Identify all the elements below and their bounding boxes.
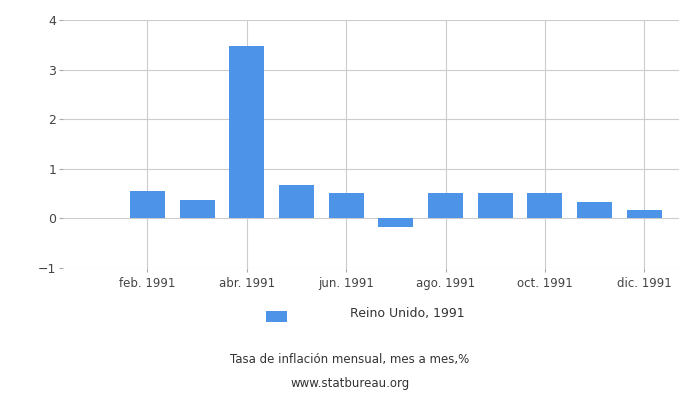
Bar — [329, 193, 363, 218]
Bar — [478, 193, 512, 218]
Text: Reino Unido, 1991: Reino Unido, 1991 — [350, 308, 465, 320]
Text: Tasa de inflación mensual, mes a mes,%: Tasa de inflación mensual, mes a mes,% — [230, 354, 470, 366]
Bar — [130, 191, 164, 218]
Bar — [626, 210, 662, 218]
Bar — [428, 193, 463, 218]
Text: www.statbureau.org: www.statbureau.org — [290, 378, 410, 390]
Bar — [230, 46, 264, 218]
Bar — [279, 185, 314, 218]
Bar — [180, 200, 214, 218]
Bar — [379, 218, 413, 227]
Bar — [578, 202, 612, 218]
Bar — [528, 193, 562, 218]
